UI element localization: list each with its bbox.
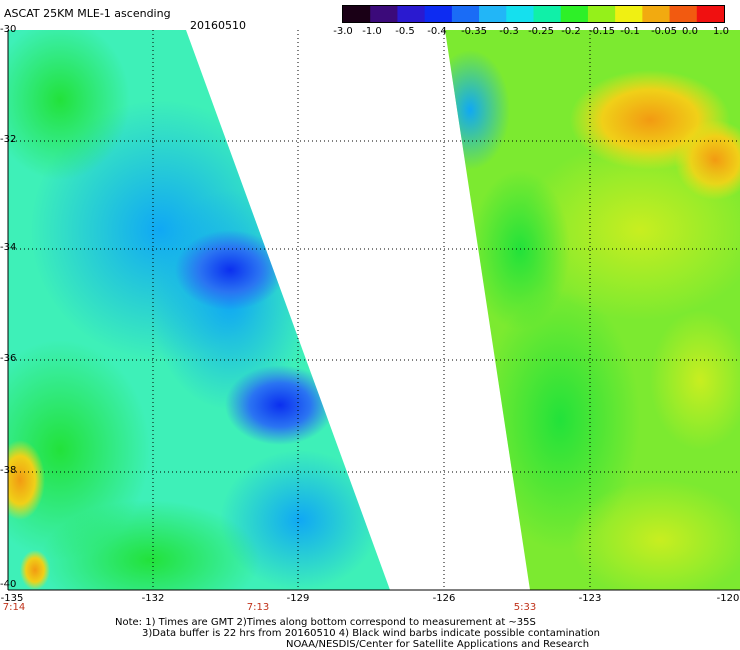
map-title: ASCAT 25KM MLE-1 ascending [4,7,171,20]
colorbar-segment [696,6,724,22]
colorbar-segment [560,6,589,22]
colorbar-segment [533,6,562,22]
footnote-line-1: Note: 1) Times are GMT 2)Times along bot… [115,617,536,628]
footnote-line-2: 3)Data buffer is 22 hrs from 20160510 4)… [142,628,600,639]
right-swath [445,30,740,590]
colorbar-segment [642,6,671,22]
colorbar-label: 0.0 [682,26,698,37]
colorbar-segment [615,6,643,22]
colorbar-label: -0.05 [651,26,677,37]
left-swath [8,30,390,590]
colorbar-label: -0.35 [461,26,487,37]
colorbar-segment [397,6,426,22]
colorbar-label: -0.4 [427,26,447,37]
colorbar [342,5,725,23]
colorbar-label: 1.0 [713,26,729,37]
footnote-line-3: NOAA/NESDIS/Center for Satellite Applica… [286,639,590,650]
colorbar-label: -0.5 [395,26,415,37]
lat-label: -36 [0,353,17,364]
colorbar-label: -0.3 [499,26,519,37]
lat-label: -32 [0,134,17,145]
colorbar-label: -0.15 [589,26,615,37]
time-label: 7:13 [246,602,270,613]
lon-label: -135 [0,593,24,604]
colorbar-segment [587,6,616,22]
graticule [8,30,740,590]
colorbar-segment [506,6,534,22]
colorbar-segment [479,6,507,22]
colorbar-segment [370,6,398,22]
colorbar-label: -0.25 [528,26,554,37]
lon-label: -132 [141,593,165,604]
colorbar-segment [669,6,698,22]
time-label: 5:33 [513,602,537,613]
colorbar-segment [424,6,453,22]
lon-label: -126 [432,593,456,604]
lat-label: -40 [0,579,17,590]
colorbar-label: -3.0 [333,26,353,37]
colorbar-segment [451,6,480,22]
map-date: 20160510 [190,19,246,32]
lon-label: -120 [716,593,740,604]
lat-label: -30 [0,24,17,35]
colorbar-label: -1.0 [362,26,382,37]
colorbar-label: -0.1 [620,26,640,37]
colorbar-segment [343,6,371,22]
lat-label: -34 [0,242,17,253]
lon-label: -123 [578,593,602,604]
lon-label: -129 [286,593,310,604]
colorbar-label: -0.2 [561,26,581,37]
time-label: 7:14 [2,602,26,613]
lat-label: -38 [0,465,17,476]
